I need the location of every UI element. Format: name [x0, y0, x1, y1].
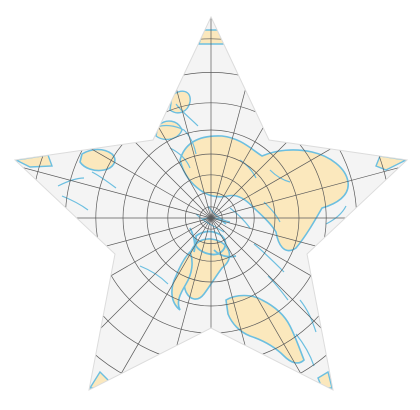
parallel-circle: [146, 153, 276, 283]
land-layer: [15, 29, 407, 389]
land-south-america: [225, 294, 305, 364]
parallel-circle: [167, 174, 255, 262]
parallel-circle: [199, 206, 223, 230]
land-eurasia-africa: [179, 135, 349, 252]
land-lower-left: [171, 250, 193, 311]
land-left-continent: [79, 148, 116, 172]
star-outline: [13, 15, 409, 391]
parallel-circle: [122, 129, 300, 307]
parallel-circle: [185, 192, 237, 244]
